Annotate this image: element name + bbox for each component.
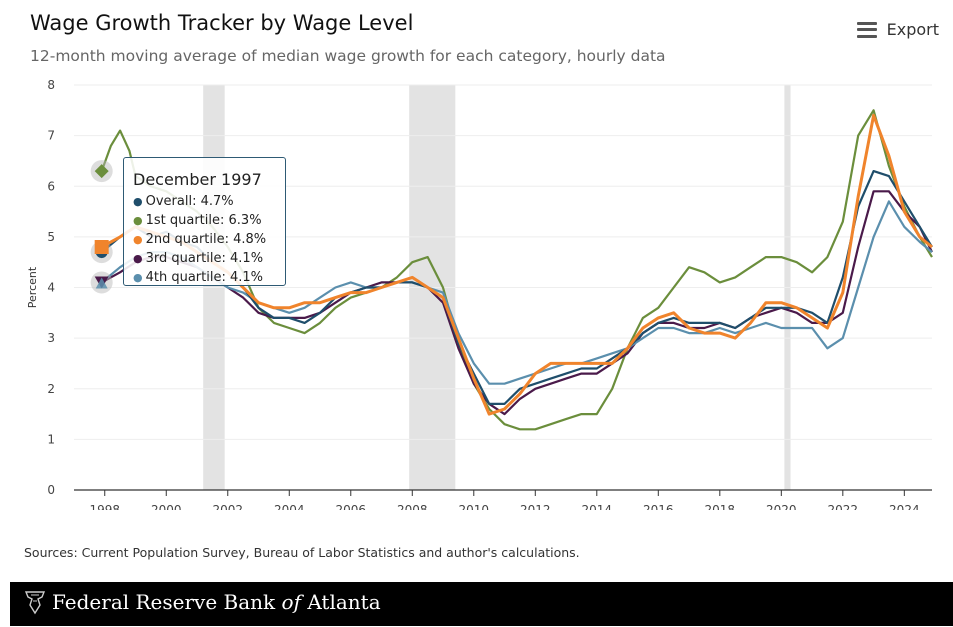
series-line-2nd-quartile [100,113,933,416]
x-tick-label-2008: 2008 [397,503,428,510]
x-tick-label-2018: 2018 [705,503,736,510]
x-tick-label-2014: 2014 [582,503,613,510]
x-tick-label-1998: 1998 [89,503,120,510]
x-tick-label-2020: 2020 [766,503,797,510]
eagle-logo-icon [24,591,46,615]
y-tick-label-8: 8 [47,78,55,92]
x-tick-label-2004: 2004 [274,503,305,510]
x-tick-label-2016: 2016 [643,503,674,510]
x-tick-label-2024: 2024 [889,503,920,510]
chart-subtitle: 12-month moving average of median wage g… [30,47,666,65]
tooltip-row-q1: ● 1st quartile: 6.3% [133,213,262,228]
y-tick-label-3: 3 [47,331,55,345]
y-tick-label-1: 1 [47,432,55,446]
y-tick-label-6: 6 [47,179,55,193]
chart-title: Wage Growth Tracker by Wage Level [30,11,414,35]
x-tick-label-2000: 2000 [151,503,182,510]
y-tick-label-0: 0 [47,483,55,497]
source-note: Sources: Current Population Survey, Bure… [24,545,580,560]
marker-q1 [94,164,109,179]
footer-bar: Federal Reserve Bank of Atlanta [10,582,953,626]
tooltip-row-q2: ● 2nd quartile: 4.8% [133,232,267,247]
tooltip-row-q3: ● 3rd quartile: 4.1% [133,251,264,266]
tooltip: December 1997 ● Overall: 4.7% ● 1st quarti… [123,157,286,286]
y-tick-label-7: 7 [47,129,55,143]
series-line-3rd-quartile [101,190,933,416]
y-tick-label-2: 2 [47,382,55,396]
x-tick-label-2022: 2022 [828,503,859,510]
x-tick-label-2002: 2002 [212,503,243,510]
y-axis-title: Percent [26,266,39,308]
marker-q2 [94,240,109,254]
y-tick-label-4: 4 [47,281,55,295]
x-tick-label-2010: 2010 [459,503,490,510]
footer-brand: Federal Reserve Bank of Atlanta [52,590,381,614]
line-chart[interactable]: 0 1 2 3 4 5 6 7 8 1998 2000 2002 2004 2006 2008 2010 201… [0,70,953,510]
series-line-4th-quartile [100,200,933,385]
tooltip-row-q4: ● 4th quartile: 4.1% [133,270,264,285]
chart-panel: Wage Growth Tracker by Wage Level 12-mon… [6,0,953,627]
export-label: Export [886,20,939,39]
menu-icon[interactable] [856,21,877,38]
tooltip-title: December 1997 [133,170,262,189]
marker-q4 [95,277,108,289]
x-tick-label-2012: 2012 [520,503,551,510]
tooltip-row-overall: ● Overall: 4.7% [133,194,234,209]
export-button[interactable]: Export [856,20,939,39]
x-tick-label-2006: 2006 [336,503,367,510]
y-tick-label-5: 5 [47,230,55,244]
